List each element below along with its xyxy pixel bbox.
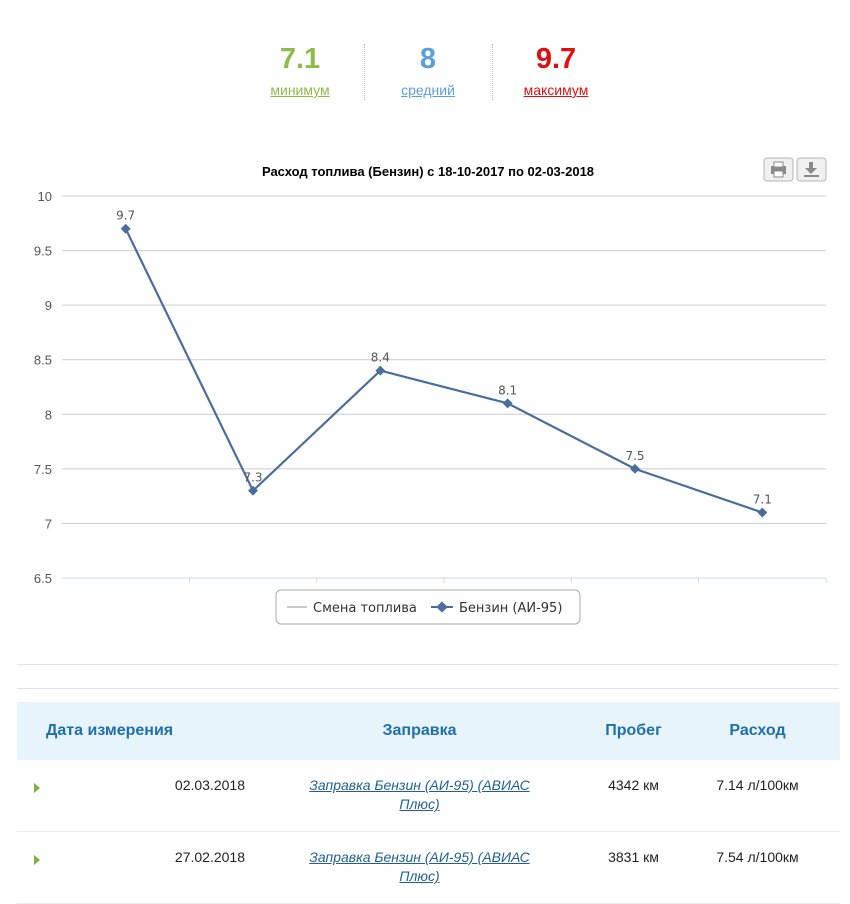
y-tick-label: 6.5	[34, 571, 52, 586]
y-tick-label: 8.5	[34, 353, 52, 368]
data-point[interactable]	[502, 398, 513, 409]
row-station: Заправка Бензин (АИ-95) (АВИАС Плюс)	[247, 760, 592, 814]
data-point[interactable]	[757, 507, 768, 518]
refuel-table: Дата измерения Заправка Пробег Расход 02…	[17, 702, 840, 904]
column-header-consumption[interactable]: Расход	[729, 722, 786, 739]
station-link[interactable]: Заправка Бензин (АИ-95) (АВИАС Плюс)	[309, 849, 530, 884]
legend-item-benzin-ai95[interactable]: Бензин (АИ-95)	[431, 601, 562, 616]
row-date: 02.03.2018	[174, 777, 245, 793]
data-label: 7.1	[753, 493, 772, 507]
chart-title: Расход топлива (Бензин) с 18-10-2017 по …	[262, 164, 594, 179]
stat-maximum-value: 9.7	[535, 43, 577, 75]
print-icon	[771, 161, 786, 178]
data-point[interactable]	[248, 485, 258, 496]
stat-average-value: 8	[419, 43, 437, 75]
data-label: 9.7	[116, 209, 135, 223]
row-mileage: 3831 км	[608, 849, 659, 865]
stat-average: 8 средний	[364, 40, 492, 104]
row-consumption: 7.14 л/100км	[716, 777, 799, 793]
legend-marker-diamond	[436, 601, 448, 613]
download-button[interactable]	[796, 157, 827, 182]
station-link[interactable]: Заправка Бензин (АИ-95) (АВИАС Плюс)	[309, 777, 530, 812]
stat-minimum-value: 7.1	[279, 43, 321, 75]
chart-grid	[62, 195, 826, 579]
y-tick-label: 9	[45, 298, 52, 313]
column-header-date[interactable]: Дата измерения	[46, 722, 174, 739]
stat-minimum-link[interactable]: минимум	[270, 82, 330, 98]
column-header-mileage[interactable]: Пробег	[605, 722, 662, 739]
y-tick-label: 7	[45, 516, 52, 531]
expand-arrow-icon[interactable]	[17, 760, 52, 796]
divider	[17, 688, 839, 689]
data-label: 7.5	[625, 449, 644, 463]
divider	[17, 664, 839, 665]
y-tick-label: 7.5	[34, 462, 52, 477]
row-mileage: 4342 км	[608, 777, 659, 793]
legend-item-fuel-change[interactable]: Смена топлива	[287, 601, 417, 616]
column-header-station[interactable]: Заправка	[382, 722, 457, 739]
row-station: Заправка Бензин (АИ-95) (АВИАС Плюс)	[247, 832, 592, 886]
row-date: 27.02.2018	[174, 849, 245, 865]
data-point[interactable]	[630, 463, 640, 474]
fuel-consumption-chart: Расход топлива (Бензин) с 18-10-2017 по …	[34, 157, 827, 625]
data-label: 8.1	[498, 383, 517, 397]
table-row[interactable]: 02.03.2018 Заправка Бензин (АИ-95) (АВИА…	[17, 760, 840, 832]
print-button[interactable]	[763, 157, 794, 182]
stat-maximum: 9.7 максимум	[492, 40, 620, 104]
row-consumption: 7.54 л/100км	[716, 849, 799, 865]
table-row[interactable]: 27.02.2018 Заправка Бензин (АИ-95) (АВИА…	[17, 832, 840, 904]
y-tick-label: 8	[45, 407, 52, 422]
data-label: 8.4	[371, 351, 390, 365]
data-point[interactable]	[120, 223, 131, 234]
y-tick-label: 9.5	[34, 244, 52, 259]
expand-arrow-icon[interactable]	[17, 832, 52, 868]
series-line	[124, 228, 763, 514]
y-axis: 10 9.5 9 8.5 8 7.5 7 6.5	[34, 189, 52, 586]
table-header: Дата измерения Заправка Пробег Расход	[17, 702, 840, 760]
legend-label-fuel-change: Смена топлива	[313, 601, 417, 616]
chart-legend: Смена топлива Бензин (АИ-95)	[275, 589, 581, 625]
fuel-stats: 7.1 минимум 8 средний 9.7 максимум	[236, 40, 636, 104]
legend-label-benzin-ai95: Бензин (АИ-95)	[459, 601, 562, 616]
series-benzin-ai95: 9.7 7.3 8.4 8.1 7.5 7.1	[116, 209, 772, 518]
download-icon	[804, 162, 819, 177]
y-tick-label: 10	[38, 189, 52, 204]
stat-minimum: 7.1 минимум	[236, 40, 364, 104]
x-axis	[188, 578, 827, 583]
data-label: 7.3	[243, 471, 262, 485]
stat-average-link[interactable]: средний	[401, 82, 455, 98]
stat-maximum-link[interactable]: максимум	[523, 82, 589, 98]
